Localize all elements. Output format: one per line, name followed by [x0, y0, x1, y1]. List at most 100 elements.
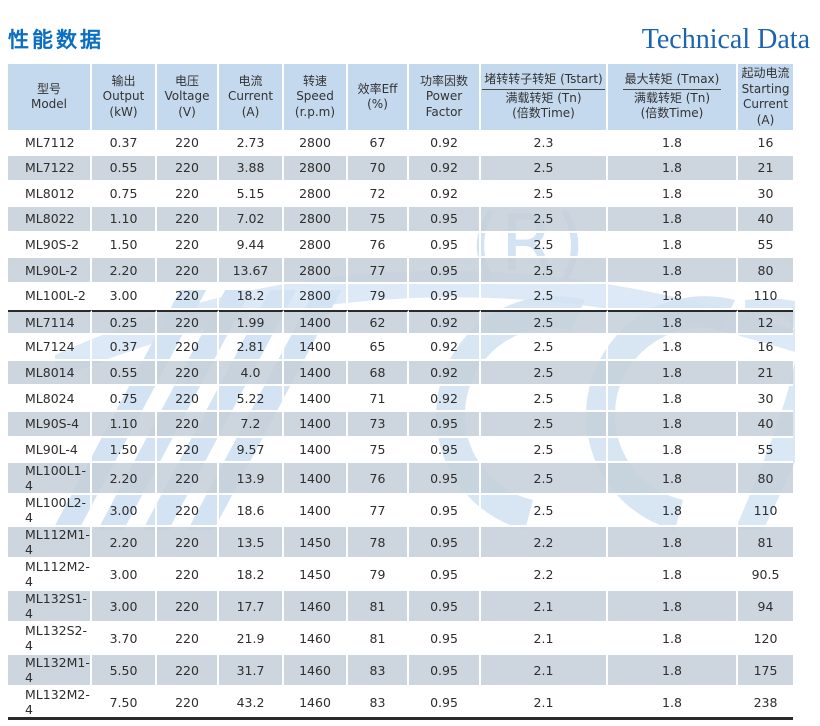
cell-tmax-ratio: 1.8 [608, 437, 738, 464]
cell-power-factor: 0.92 [409, 130, 481, 156]
cell-tstart-ratio: 2.5 [481, 360, 608, 387]
cell-power-factor: 0.95 [409, 687, 481, 718]
cell-tmax-ratio: 1.8 [608, 386, 738, 412]
cell-output: 0.25 [92, 309, 157, 336]
cell-voltage: 220 [157, 232, 219, 259]
cell-model: ML132M2-4 [8, 687, 92, 718]
cell-starting-current: 30 [738, 386, 793, 412]
header-row: 型号 Model 输出 Output (kW) 电压 Voltage (V) 电流 Current… [8, 64, 793, 131]
cell-efficiency: 81 [348, 591, 409, 624]
cell-efficiency: 77 [348, 495, 409, 528]
column-header-power-factor: 功率因数 Power Factor [409, 64, 481, 131]
cell-starting-current: 110 [738, 284, 793, 310]
cell-power-factor: 0.95 [409, 463, 481, 496]
cell-output: 1.50 [92, 232, 157, 259]
cell-voltage: 220 [157, 309, 219, 336]
cell-voltage: 220 [157, 258, 219, 284]
cell-model: ML90L-4 [8, 437, 92, 464]
cell-speed: 1400 [284, 437, 348, 464]
cell-current: 2.73 [219, 130, 284, 156]
cell-tmax-ratio: 1.8 [608, 527, 738, 560]
cell-current: 7.02 [219, 207, 284, 233]
cell-speed: 1400 [284, 386, 348, 412]
cell-efficiency: 71 [348, 386, 409, 412]
cell-tstart-ratio: 2.2 [481, 559, 608, 592]
column-header-starting-current: 起动电流 Starting Current (A) [738, 64, 793, 131]
cell-starting-current: 21 [738, 361, 793, 387]
cell-current: 4.0 [219, 360, 284, 387]
cell-efficiency: 79 [348, 283, 409, 310]
cell-starting-current: 81 [738, 527, 793, 560]
cell-output: 1.50 [92, 437, 157, 464]
cell-tstart-ratio: 2.5 [481, 495, 608, 528]
cell-power-factor: 0.95 [409, 623, 481, 656]
cell-model: ML90L-2 [8, 258, 92, 284]
titlebar: 性能数据 Technical Data [0, 0, 820, 64]
column-header-tstart-ratio: 堵转转子转矩 (Tstart) 满载转矩 (Tn) (倍数Time) [481, 64, 608, 131]
cell-voltage: 220 [157, 386, 219, 412]
cell-tstart-ratio: 2.3 [481, 130, 608, 156]
cell-power-factor: 0.95 [409, 411, 481, 438]
cell-model: ML7112 [8, 130, 92, 156]
cell-speed: 2800 [284, 258, 348, 284]
cell-power-factor: 0.95 [409, 591, 481, 624]
cell-model: ML8012 [8, 181, 92, 208]
cell-voltage: 220 [157, 687, 219, 718]
column-header-voltage: 电压 Voltage (V) [157, 64, 219, 131]
cell-current: 2.81 [219, 335, 284, 361]
table-row: ML90L-4 1.50 220 9.57 1400 75 0.95 2.5 1.8 55 [8, 437, 793, 464]
cell-voltage: 220 [157, 655, 219, 688]
cell-output: 2.20 [92, 258, 157, 284]
cell-starting-current: 16 [738, 335, 793, 361]
cell-power-factor: 0.95 [409, 655, 481, 688]
cell-tstart-ratio: 2.5 [481, 181, 608, 208]
technical-data-table-wrap: 型号 Model 输出 Output (kW) 电压 Voltage (V) 电流 Current… [8, 64, 793, 721]
cell-tmax-ratio: 1.8 [608, 155, 738, 182]
cell-model: ML90S-2 [8, 232, 92, 259]
cell-current: 3.88 [219, 155, 284, 182]
cell-power-factor: 0.95 [409, 495, 481, 528]
cell-voltage: 220 [157, 623, 219, 656]
cell-speed: 1400 [284, 463, 348, 496]
cell-voltage: 220 [157, 463, 219, 496]
cell-starting-current: 175 [738, 655, 793, 688]
cell-power-factor: 0.92 [409, 360, 481, 387]
cell-tstart-ratio: 2.1 [481, 687, 608, 718]
cell-starting-current: 55 [738, 233, 793, 259]
cell-speed: 1450 [284, 559, 348, 592]
cell-output: 0.55 [92, 360, 157, 387]
cell-efficiency: 76 [348, 463, 409, 496]
table-header: 型号 Model 输出 Output (kW) 电压 Voltage (V) 电流 Current… [8, 64, 793, 131]
cell-efficiency: 73 [348, 411, 409, 438]
cell-speed: 1400 [284, 309, 348, 336]
cell-model: ML8024 [8, 386, 92, 412]
cell-efficiency: 67 [348, 130, 409, 156]
cell-tmax-ratio: 1.8 [608, 258, 738, 284]
cell-model: ML8022 [8, 207, 92, 233]
cell-tmax-ratio: 1.8 [608, 232, 738, 259]
column-header-efficiency: 效率Eff (%) [348, 64, 409, 131]
cell-tmax-ratio: 1.8 [608, 130, 738, 156]
cell-model: ML90S-4 [8, 411, 92, 438]
cell-speed: 2800 [284, 155, 348, 182]
cell-model: ML8014 [8, 360, 92, 387]
cell-speed: 1400 [284, 360, 348, 387]
cell-current: 5.22 [219, 386, 284, 412]
column-header-current: 电流 Current (A) [219, 64, 284, 131]
table-body: ML7112 0.37 220 2.73 2800 67 0.92 2.3 1.8 16 ML712… [8, 130, 793, 718]
cell-tstart-ratio: 2.1 [481, 623, 608, 656]
cell-efficiency: 78 [348, 527, 409, 560]
cell-starting-current: 238 [753, 694, 778, 710]
cell-starting-current: 40 [738, 412, 793, 438]
cell-voltage: 220 [157, 155, 219, 182]
cell-tstart-ratio: 2.5 [481, 155, 608, 182]
cell-speed: 2800 [284, 232, 348, 259]
table-row: ML8022 1.10 220 7.02 2800 75 0.95 2.5 1.8 40 [8, 207, 793, 233]
cell-starting-current: 110 [738, 495, 793, 528]
cell-power-factor: 0.92 [409, 335, 481, 361]
page-title-chinese: 性能数据 [8, 28, 104, 52]
table-row: ML90S-4 1.10 220 7.2 1400 73 0.95 2.5 1.8 40 [8, 411, 793, 438]
cell-output: 3.00 [92, 283, 157, 310]
cell-tmax-ratio: 1.8 [608, 207, 738, 233]
